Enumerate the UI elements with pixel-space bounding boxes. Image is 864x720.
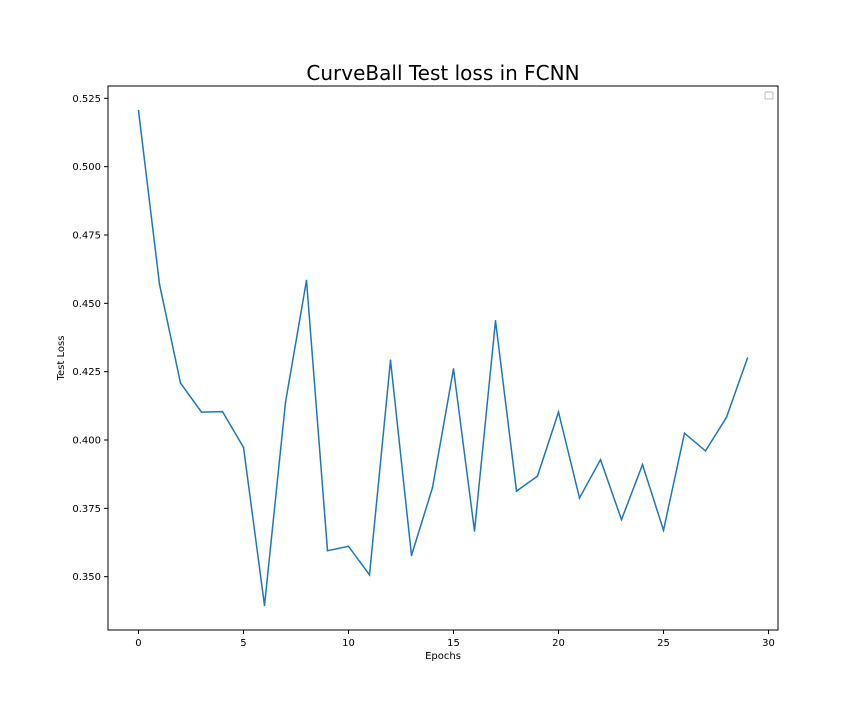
x-tick-label: 5 <box>240 638 246 649</box>
data-points <box>137 109 749 607</box>
x-tick-label: 0 <box>135 638 141 649</box>
data-point <box>347 545 350 548</box>
data-point <box>326 549 329 552</box>
series-line <box>137 110 749 606</box>
y-tick-label: 0.475 <box>72 230 101 241</box>
chart-title: CurveBall Test loss in FCNN <box>306 61 579 85</box>
x-tick-label: 30 <box>762 638 775 649</box>
y-tick-label: 0.500 <box>72 162 101 173</box>
data-point <box>431 486 434 489</box>
data-point <box>200 411 203 413</box>
data-point <box>137 109 140 112</box>
data-point <box>284 401 287 404</box>
x-tick-label: 25 <box>657 638 670 649</box>
data-point <box>725 416 728 419</box>
y-tick-label: 0.450 <box>72 299 101 310</box>
data-point <box>263 604 266 607</box>
x-tick-label: 10 <box>342 638 355 649</box>
data-point <box>473 530 476 532</box>
plot-area <box>107 85 779 631</box>
data-point <box>305 279 308 282</box>
data-point <box>620 518 623 521</box>
data-point <box>683 432 686 435</box>
y-tick-label: 0.375 <box>72 504 101 515</box>
data-point <box>389 359 392 362</box>
data-point <box>452 368 455 370</box>
data-point <box>179 382 182 384</box>
data-point <box>578 497 581 499</box>
data-point <box>410 554 413 557</box>
data-point <box>599 458 602 461</box>
y-tick-label: 0.350 <box>72 572 101 583</box>
y-tick-label: 0.425 <box>72 367 101 378</box>
data-point <box>158 283 161 286</box>
legend-box <box>764 91 774 100</box>
data-point <box>368 574 371 576</box>
x-axis: 0 5 10 15 20 25 30 <box>135 630 775 649</box>
x-axis-label: Epochs <box>425 651 461 662</box>
data-point <box>662 529 665 531</box>
data-point <box>704 450 707 452</box>
x-tick-label: 15 <box>447 638 460 649</box>
data-point <box>242 446 245 449</box>
data-point <box>515 490 518 492</box>
data-point <box>641 463 644 466</box>
data-point <box>494 320 497 322</box>
y-tick-label: 0.525 <box>72 94 101 105</box>
data-point <box>746 357 749 359</box>
y-axis-label: Test Loss <box>56 336 67 382</box>
y-tick-label: 0.400 <box>72 436 101 447</box>
x-tick-label: 20 <box>552 638 565 649</box>
data-point <box>221 410 224 413</box>
data-point <box>557 411 560 413</box>
y-axis: 0.350 0.375 0.400 0.425 0.450 0.475 0.500 0.525 <box>72 94 108 583</box>
data-point <box>536 475 539 477</box>
